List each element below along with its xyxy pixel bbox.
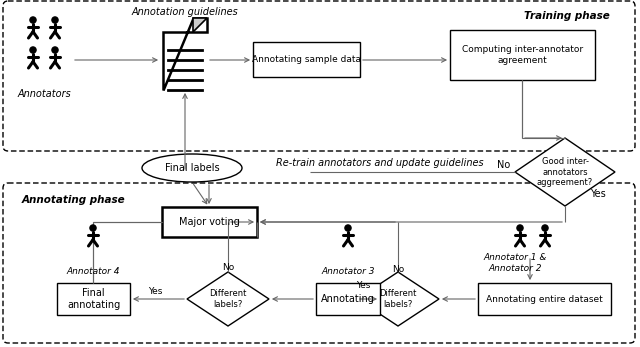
Bar — [57, 283, 130, 315]
Text: Final
annotating: Final annotating — [67, 288, 120, 310]
Bar — [253, 42, 360, 77]
Text: Training phase: Training phase — [524, 11, 610, 21]
Polygon shape — [163, 18, 207, 90]
Text: Annotating phase: Annotating phase — [22, 195, 125, 205]
Text: Annotation guidelines: Annotation guidelines — [132, 7, 238, 17]
Text: Good inter-
annotators
aggreement?: Good inter- annotators aggreement? — [537, 157, 593, 187]
Text: Different
labels?: Different labels? — [209, 289, 246, 309]
Text: Annotating entire dataset: Annotating entire dataset — [486, 295, 603, 304]
Text: No: No — [497, 160, 510, 170]
Circle shape — [90, 225, 96, 231]
Circle shape — [345, 225, 351, 231]
Bar — [450, 30, 595, 80]
Text: No: No — [222, 263, 234, 272]
Text: Yes: Yes — [148, 288, 162, 296]
Text: Annotator 3: Annotator 3 — [321, 268, 375, 277]
Circle shape — [517, 225, 523, 231]
FancyBboxPatch shape — [3, 183, 635, 343]
Text: No: No — [392, 265, 404, 274]
Bar — [316, 283, 380, 315]
Bar — [478, 283, 611, 315]
Polygon shape — [357, 272, 439, 326]
Bar — [162, 207, 257, 237]
Polygon shape — [193, 18, 207, 32]
FancyBboxPatch shape — [3, 1, 635, 151]
Text: Major voting: Major voting — [179, 217, 240, 227]
Text: Different
labels?: Different labels? — [380, 289, 417, 309]
Polygon shape — [515, 138, 615, 206]
Circle shape — [52, 17, 58, 23]
Circle shape — [30, 17, 36, 23]
Text: Annotators: Annotators — [17, 89, 71, 99]
Text: Yes: Yes — [356, 281, 370, 290]
Text: Final labels: Final labels — [164, 163, 220, 173]
Text: Yes: Yes — [590, 189, 605, 199]
Text: Computing inter-annotator
agreement: Computing inter-annotator agreement — [462, 45, 583, 65]
Text: Annotator 1 &
Annotator 2: Annotator 1 & Annotator 2 — [483, 253, 547, 273]
Circle shape — [30, 47, 36, 53]
Circle shape — [52, 47, 58, 53]
Text: Re-train annotators and update guidelines: Re-train annotators and update guideline… — [276, 158, 484, 168]
Text: Annotating sample data: Annotating sample data — [252, 55, 361, 64]
Text: Annotator 4: Annotator 4 — [67, 268, 120, 277]
Circle shape — [542, 225, 548, 231]
Text: Annotating: Annotating — [321, 294, 375, 304]
Ellipse shape — [142, 154, 242, 182]
Polygon shape — [187, 272, 269, 326]
